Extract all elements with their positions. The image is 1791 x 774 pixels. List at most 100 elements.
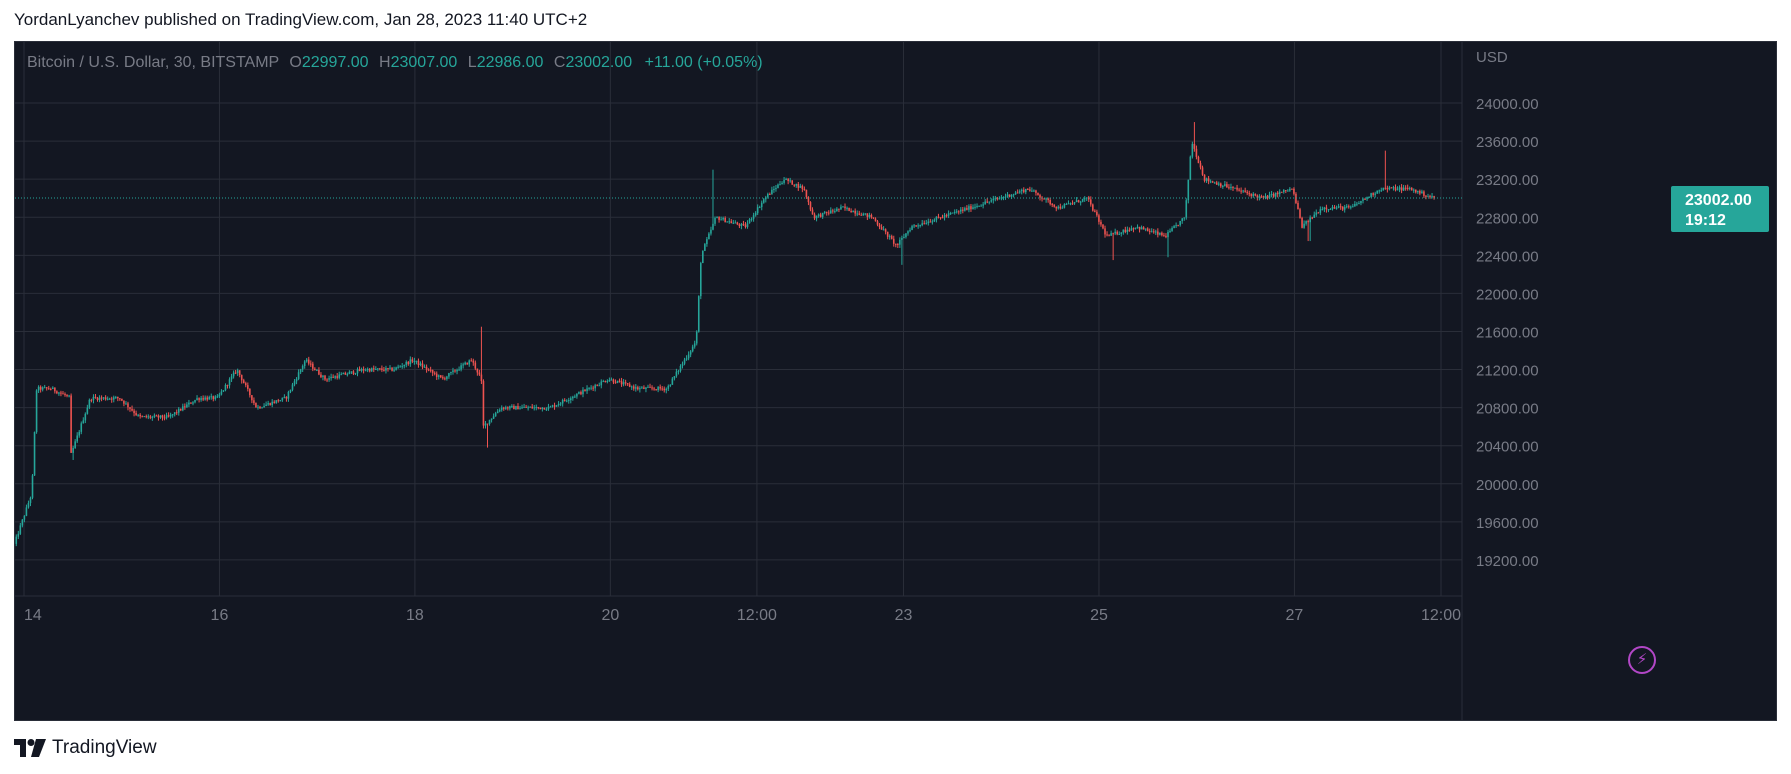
candle-body [894, 243, 897, 245]
candle-body [783, 180, 785, 183]
candle-body [163, 417, 166, 419]
candlestick-chart[interactable]: 24000.00 23600.00 23200.00 22800.00 22400.00… [15, 42, 1777, 721]
candle-body [716, 217, 718, 219]
candle-body [604, 381, 607, 383]
candle-body [1154, 231, 1157, 233]
candle-body [578, 392, 580, 394]
candle-body [1130, 228, 1133, 231]
candle-body [1234, 187, 1236, 189]
candle-body [271, 401, 273, 406]
candle-body [897, 244, 899, 246]
candle-body [852, 210, 854, 213]
candle-body [945, 215, 948, 217]
candle-body [933, 219, 936, 222]
candle-body [366, 369, 369, 371]
candle-body [1144, 228, 1147, 230]
candle-body [1128, 229, 1131, 231]
currency-label: USD [1476, 49, 1508, 66]
candle-body [1270, 194, 1273, 196]
candle-body [257, 406, 259, 408]
candle-body [47, 388, 50, 390]
candle-body [899, 239, 901, 245]
candle-body [1376, 190, 1379, 194]
candle-body [1412, 189, 1415, 191]
candle-body [712, 223, 714, 230]
candle-body [561, 399, 564, 404]
candle-body [594, 385, 596, 389]
candle-body [423, 366, 426, 368]
candle-body [602, 381, 605, 383]
candle-body [299, 369, 302, 373]
candle-body [21, 519, 24, 526]
candle-body [383, 369, 385, 371]
candle-body [1268, 194, 1271, 199]
candle-body [177, 408, 180, 413]
candle-body [385, 368, 387, 371]
candle-body [817, 214, 820, 216]
candle-body [403, 364, 406, 367]
candle-body [279, 400, 282, 402]
candle-body [1226, 184, 1228, 188]
candle-body [1402, 187, 1405, 191]
candle-body [1004, 196, 1007, 198]
candle-body [1167, 231, 1169, 238]
candle-body [251, 395, 253, 401]
candle-body [750, 218, 753, 220]
candle-body [1063, 204, 1066, 208]
candle-body [1404, 187, 1407, 189]
candle-body [1317, 212, 1320, 214]
candle-body [171, 414, 174, 416]
open-label: O [289, 54, 302, 71]
chart-panel[interactable]: 24000.00 23600.00 23200.00 22800.00 22400.00… [14, 41, 1777, 721]
candle-body [322, 375, 324, 378]
x-tick-label: 23 [895, 607, 913, 624]
candle-body [484, 423, 487, 426]
candle-body [267, 403, 269, 405]
candle-body [1213, 182, 1216, 184]
candle-body [683, 359, 686, 364]
candle-body [433, 372, 436, 374]
candle-body [1193, 143, 1196, 149]
candle-body [216, 396, 219, 398]
candle-body [1419, 190, 1421, 194]
candle-body [980, 205, 982, 207]
candle-body [543, 407, 546, 410]
candle-body [1398, 187, 1401, 190]
candle-body [901, 238, 903, 240]
candle-body [502, 407, 505, 409]
candle-body [29, 497, 32, 504]
candle-body [541, 407, 544, 410]
candle-body [915, 225, 917, 227]
lightning-icon[interactable]: ⚡ [1628, 646, 1656, 674]
candle-body [458, 369, 460, 371]
candle-body [504, 407, 507, 409]
candle-body [143, 416, 146, 418]
candle-body [970, 206, 972, 210]
candle-body [907, 231, 909, 234]
candle-body [811, 209, 814, 215]
candle-body [1197, 156, 1200, 164]
candle-body [626, 383, 629, 385]
y-tick-label: 19200.00 [1476, 553, 1539, 570]
candle-body [533, 407, 536, 409]
candle-body [1161, 232, 1163, 236]
candle-body [1228, 187, 1230, 189]
candle-body [1374, 193, 1376, 195]
candle-body [1069, 203, 1072, 205]
candle-body [350, 371, 353, 373]
tradingview-brand[interactable]: TradingView [14, 737, 157, 759]
symbol-label[interactable]: Bitcoin / U.S. Dollar, 30, BITSTAMP [27, 54, 279, 71]
candle-body [949, 213, 952, 215]
candle-body [356, 369, 359, 374]
candle-body [775, 188, 777, 190]
candle-body [511, 405, 513, 407]
candle-body [1232, 186, 1234, 188]
candle-body [809, 202, 812, 210]
candle-body [618, 380, 621, 382]
candle-body [982, 204, 984, 206]
candle-body [608, 380, 611, 382]
candle-body [872, 217, 875, 219]
candle-body [702, 250, 704, 264]
published-header: YordanLyanchev published on TradingView.… [14, 10, 588, 29]
candle-body [314, 368, 316, 371]
